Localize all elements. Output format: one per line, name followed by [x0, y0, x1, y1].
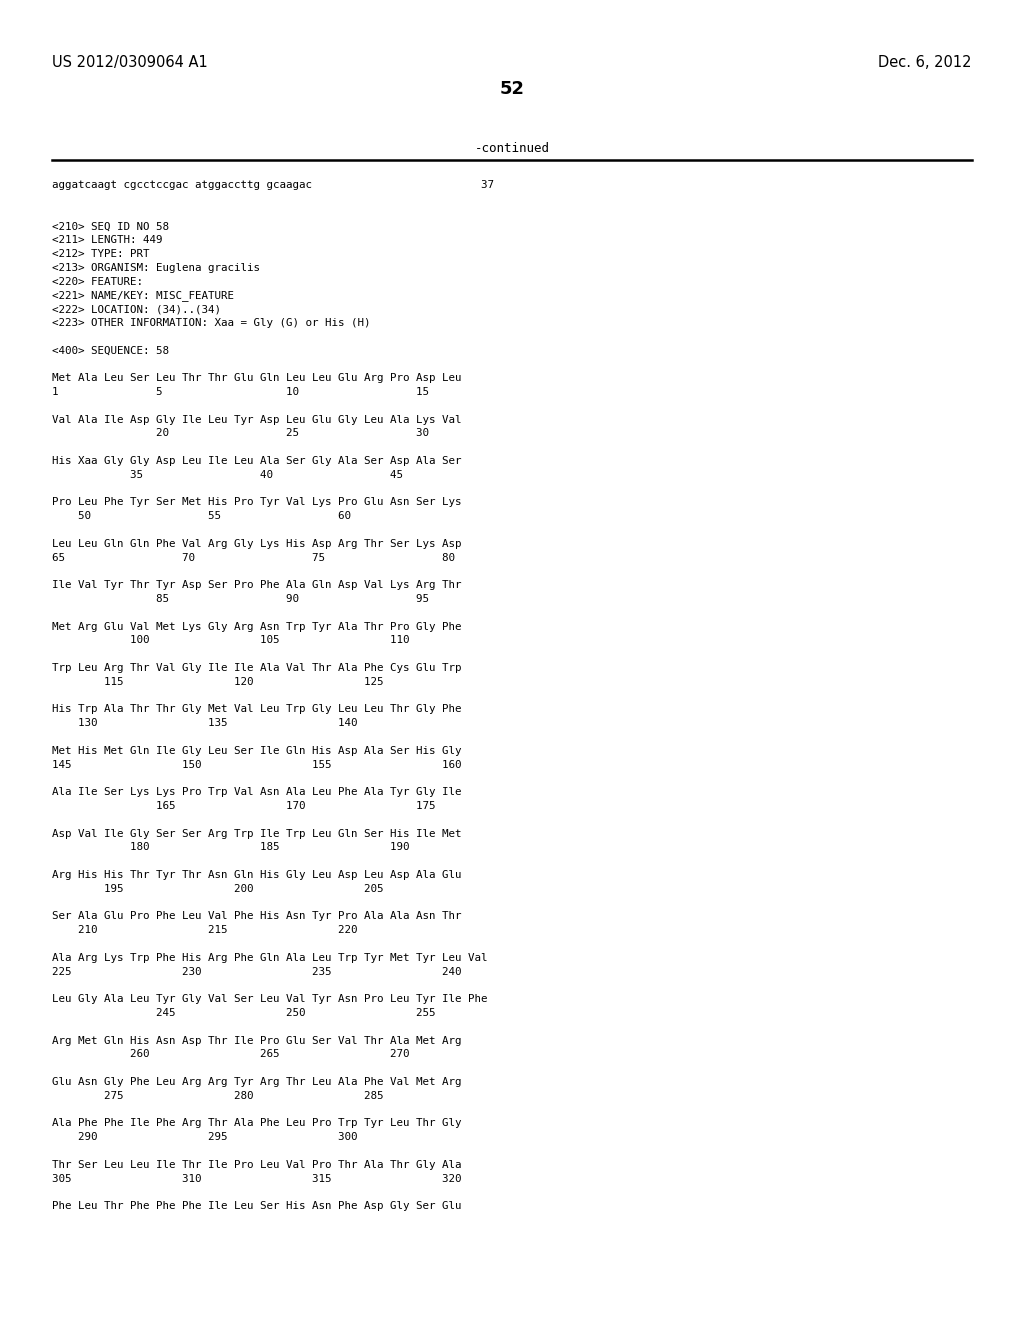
Text: His Trp Ala Thr Thr Gly Met Val Leu Trp Gly Leu Leu Thr Gly Phe: His Trp Ala Thr Thr Gly Met Val Leu Trp …: [52, 705, 462, 714]
Text: aggatcaagt cgcctccgac atggaccttg gcaagac                          37: aggatcaagt cgcctccgac atggaccttg gcaagac…: [52, 180, 494, 190]
Text: -continued: -continued: [474, 143, 550, 154]
Text: 180                 185                 190: 180 185 190: [52, 842, 410, 853]
Text: 195                 200                 205: 195 200 205: [52, 884, 384, 894]
Text: 275                 280                 285: 275 280 285: [52, 1090, 384, 1101]
Text: <222> LOCATION: (34)..(34): <222> LOCATION: (34)..(34): [52, 304, 221, 314]
Text: 20                  25                  30: 20 25 30: [52, 429, 429, 438]
Text: Met Arg Glu Val Met Lys Gly Arg Asn Trp Tyr Ala Thr Pro Gly Phe: Met Arg Glu Val Met Lys Gly Arg Asn Trp …: [52, 622, 462, 631]
Text: 130                 135                 140: 130 135 140: [52, 718, 357, 729]
Text: Ser Ala Glu Pro Phe Leu Val Phe His Asn Tyr Pro Ala Ala Asn Thr: Ser Ala Glu Pro Phe Leu Val Phe His Asn …: [52, 911, 462, 921]
Text: 52: 52: [500, 81, 524, 98]
Text: 85                  90                  95: 85 90 95: [52, 594, 429, 605]
Text: <400> SEQUENCE: 58: <400> SEQUENCE: 58: [52, 346, 169, 355]
Text: 165                 170                 175: 165 170 175: [52, 801, 435, 810]
Text: <220> FEATURE:: <220> FEATURE:: [52, 277, 143, 286]
Text: Thr Ser Leu Leu Ile Thr Ile Pro Leu Val Pro Thr Ala Thr Gly Ala: Thr Ser Leu Leu Ile Thr Ile Pro Leu Val …: [52, 1160, 462, 1170]
Text: 210                 215                 220: 210 215 220: [52, 925, 357, 935]
Text: Ala Phe Phe Ile Phe Arg Thr Ala Phe Leu Pro Trp Tyr Leu Thr Gly: Ala Phe Phe Ile Phe Arg Thr Ala Phe Leu …: [52, 1118, 462, 1129]
Text: 1               5                   10                  15: 1 5 10 15: [52, 387, 429, 397]
Text: Arg Met Gln His Asn Asp Thr Ile Pro Glu Ser Val Thr Ala Met Arg: Arg Met Gln His Asn Asp Thr Ile Pro Glu …: [52, 1036, 462, 1045]
Text: 50                  55                  60: 50 55 60: [52, 511, 351, 521]
Text: 290                 295                 300: 290 295 300: [52, 1133, 357, 1142]
Text: Phe Leu Thr Phe Phe Phe Ile Leu Ser His Asn Phe Asp Gly Ser Glu: Phe Leu Thr Phe Phe Phe Ile Leu Ser His …: [52, 1201, 462, 1212]
Text: Trp Leu Arg Thr Val Gly Ile Ile Ala Val Thr Ala Phe Cys Glu Trp: Trp Leu Arg Thr Val Gly Ile Ile Ala Val …: [52, 663, 462, 673]
Text: 245                 250                 255: 245 250 255: [52, 1008, 435, 1018]
Text: <210> SEQ ID NO 58: <210> SEQ ID NO 58: [52, 222, 169, 231]
Text: Met His Met Gln Ile Gly Leu Ser Ile Gln His Asp Ala Ser His Gly: Met His Met Gln Ile Gly Leu Ser Ile Gln …: [52, 746, 462, 756]
Text: <211> LENGTH: 449: <211> LENGTH: 449: [52, 235, 163, 246]
Text: Leu Gly Ala Leu Tyr Gly Val Ser Leu Val Tyr Asn Pro Leu Tyr Ile Phe: Leu Gly Ala Leu Tyr Gly Val Ser Leu Val …: [52, 994, 487, 1005]
Text: <221> NAME/KEY: MISC_FEATURE: <221> NAME/KEY: MISC_FEATURE: [52, 290, 234, 301]
Text: Arg His His Thr Tyr Thr Asn Gln His Gly Leu Asp Leu Asp Ala Glu: Arg His His Thr Tyr Thr Asn Gln His Gly …: [52, 870, 462, 880]
Text: 115                 120                 125: 115 120 125: [52, 677, 384, 686]
Text: Asp Val Ile Gly Ser Ser Arg Trp Ile Trp Leu Gln Ser His Ile Met: Asp Val Ile Gly Ser Ser Arg Trp Ile Trp …: [52, 829, 462, 838]
Text: Val Ala Ile Asp Gly Ile Leu Tyr Asp Leu Glu Gly Leu Ala Lys Val: Val Ala Ile Asp Gly Ile Leu Tyr Asp Leu …: [52, 414, 462, 425]
Text: Met Ala Leu Ser Leu Thr Thr Glu Gln Leu Leu Glu Arg Pro Asp Leu: Met Ala Leu Ser Leu Thr Thr Glu Gln Leu …: [52, 374, 462, 383]
Text: 305                 310                 315                 320: 305 310 315 320: [52, 1173, 462, 1184]
Text: <212> TYPE: PRT: <212> TYPE: PRT: [52, 249, 150, 259]
Text: His Xaa Gly Gly Asp Leu Ile Leu Ala Ser Gly Ala Ser Asp Ala Ser: His Xaa Gly Gly Asp Leu Ile Leu Ala Ser …: [52, 455, 462, 466]
Text: Ala Ile Ser Lys Lys Pro Trp Val Asn Ala Leu Phe Ala Tyr Gly Ile: Ala Ile Ser Lys Lys Pro Trp Val Asn Ala …: [52, 787, 462, 797]
Text: Ile Val Tyr Thr Tyr Asp Ser Pro Phe Ala Gln Asp Val Lys Arg Thr: Ile Val Tyr Thr Tyr Asp Ser Pro Phe Ala …: [52, 581, 462, 590]
Text: <223> OTHER INFORMATION: Xaa = Gly (G) or His (H): <223> OTHER INFORMATION: Xaa = Gly (G) o…: [52, 318, 371, 327]
Text: 100                 105                 110: 100 105 110: [52, 635, 410, 645]
Text: Dec. 6, 2012: Dec. 6, 2012: [879, 55, 972, 70]
Text: US 2012/0309064 A1: US 2012/0309064 A1: [52, 55, 208, 70]
Text: 225                 230                 235                 240: 225 230 235 240: [52, 966, 462, 977]
Text: Leu Leu Gln Gln Phe Val Arg Gly Lys His Asp Arg Thr Ser Lys Asp: Leu Leu Gln Gln Phe Val Arg Gly Lys His …: [52, 539, 462, 549]
Text: 145                 150                 155                 160: 145 150 155 160: [52, 759, 462, 770]
Text: Glu Asn Gly Phe Leu Arg Arg Tyr Arg Thr Leu Ala Phe Val Met Arg: Glu Asn Gly Phe Leu Arg Arg Tyr Arg Thr …: [52, 1077, 462, 1086]
Text: <213> ORGANISM: Euglena gracilis: <213> ORGANISM: Euglena gracilis: [52, 263, 260, 273]
Text: Ala Arg Lys Trp Phe His Arg Phe Gln Ala Leu Trp Tyr Met Tyr Leu Val: Ala Arg Lys Trp Phe His Arg Phe Gln Ala …: [52, 953, 487, 962]
Text: Pro Leu Phe Tyr Ser Met His Pro Tyr Val Lys Pro Glu Asn Ser Lys: Pro Leu Phe Tyr Ser Met His Pro Tyr Val …: [52, 498, 462, 507]
Text: 65                  70                  75                  80: 65 70 75 80: [52, 553, 455, 562]
Text: 35                  40                  45: 35 40 45: [52, 470, 403, 479]
Text: 260                 265                 270: 260 265 270: [52, 1049, 410, 1060]
